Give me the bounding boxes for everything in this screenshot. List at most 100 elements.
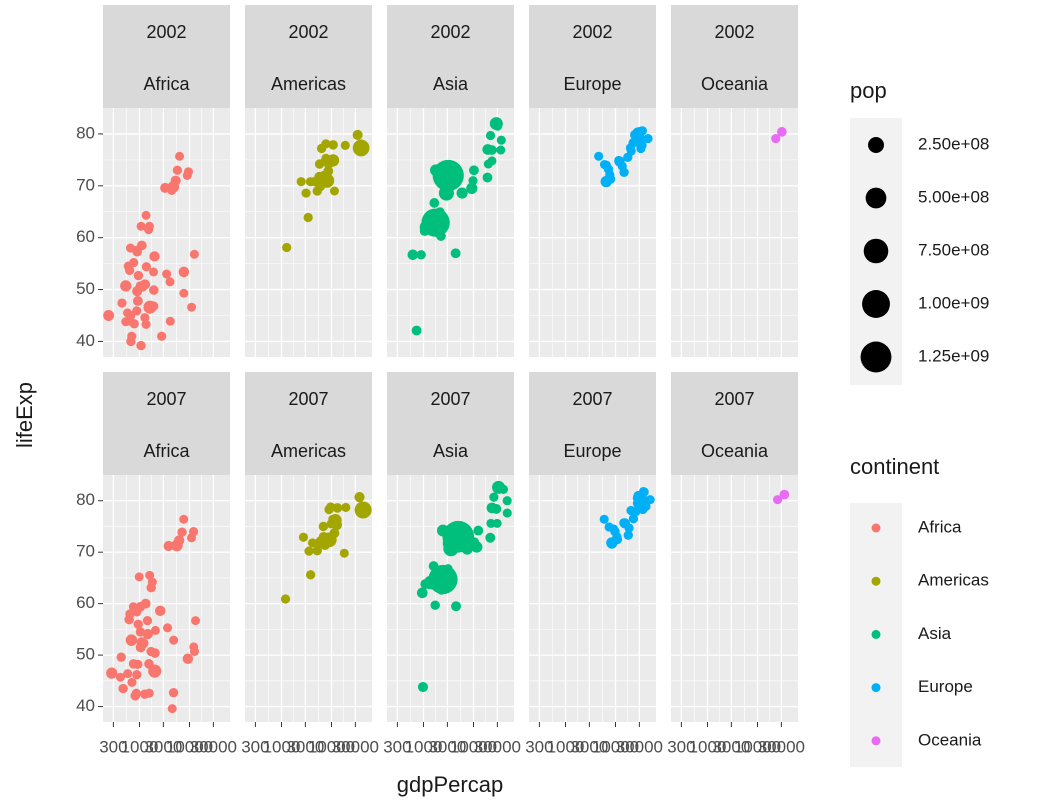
panel xyxy=(245,108,372,357)
point xyxy=(156,331,167,341)
point xyxy=(486,145,497,155)
size-legend-key xyxy=(860,341,892,373)
point xyxy=(326,502,336,512)
point xyxy=(492,121,503,131)
point xyxy=(773,495,783,505)
strip-year: 2002 xyxy=(572,22,612,42)
strip-continent: Asia xyxy=(433,74,469,94)
point xyxy=(120,280,132,292)
point xyxy=(117,298,127,308)
point xyxy=(174,535,185,546)
point xyxy=(125,609,135,619)
point xyxy=(498,484,509,495)
point xyxy=(304,546,314,556)
point xyxy=(429,198,440,208)
point xyxy=(182,170,192,180)
legend-label: Asia xyxy=(918,624,952,643)
point xyxy=(132,296,143,306)
point xyxy=(298,532,309,542)
strip-continent: Americas xyxy=(271,441,346,461)
point xyxy=(133,619,143,629)
point xyxy=(129,319,139,329)
point xyxy=(162,269,172,279)
x-tick-label: 30000 xyxy=(474,737,521,756)
point xyxy=(141,319,151,329)
point xyxy=(187,302,197,312)
point xyxy=(141,210,151,220)
x-tick-label: 30000 xyxy=(190,737,237,756)
point xyxy=(177,527,187,537)
point xyxy=(482,172,493,183)
point xyxy=(417,681,429,693)
strip xyxy=(671,5,798,108)
point xyxy=(167,704,177,714)
x-tick-label: 300 xyxy=(383,737,411,756)
x-tick-label: 1000 xyxy=(547,737,585,756)
point xyxy=(133,270,144,281)
x-tick-label: 30000 xyxy=(332,737,379,756)
point xyxy=(178,266,190,278)
point xyxy=(149,285,159,295)
point xyxy=(138,282,148,292)
point xyxy=(605,170,615,180)
point xyxy=(609,524,619,534)
x-tick-label: 300 xyxy=(241,737,269,756)
strip-continent: Africa xyxy=(143,441,190,461)
point xyxy=(502,496,512,506)
point xyxy=(466,182,478,195)
point xyxy=(280,594,291,604)
color-legend-title: continent xyxy=(850,454,939,479)
point xyxy=(416,587,428,599)
point xyxy=(313,177,323,187)
point xyxy=(339,548,349,558)
point xyxy=(150,625,160,635)
point xyxy=(135,627,146,637)
point xyxy=(125,634,138,646)
strip xyxy=(387,5,514,108)
point xyxy=(641,501,651,511)
point xyxy=(165,277,175,287)
strip-year: 2002 xyxy=(714,22,754,42)
point xyxy=(411,325,422,336)
point xyxy=(131,688,141,698)
x-tick-label: 10000 xyxy=(450,737,497,756)
x-tick-label: 10000 xyxy=(308,737,355,756)
y-tick-label: 70 xyxy=(76,175,95,194)
point xyxy=(128,602,138,612)
point xyxy=(148,301,159,311)
x-tick-label: 10000 xyxy=(166,737,213,756)
strip-year: 2002 xyxy=(146,22,186,42)
point xyxy=(144,688,154,698)
point xyxy=(623,530,633,540)
point xyxy=(340,140,350,150)
point xyxy=(165,316,175,326)
legend-label: Europe xyxy=(918,677,973,696)
point xyxy=(133,659,143,670)
point xyxy=(771,134,781,144)
point xyxy=(436,231,446,241)
strip-continent: Europe xyxy=(563,441,621,461)
strip-year: 2007 xyxy=(146,389,186,409)
point xyxy=(132,306,142,316)
point xyxy=(496,135,506,145)
x-tick-label: 3000 xyxy=(428,737,466,756)
point xyxy=(631,507,641,517)
y-tick-label: 80 xyxy=(76,490,95,509)
point xyxy=(170,175,181,186)
point xyxy=(332,503,343,513)
y-axis-title: lifeExp xyxy=(12,382,37,448)
size-legend-label: 2.50e+08 xyxy=(918,134,989,153)
point xyxy=(468,176,478,186)
point xyxy=(449,526,460,536)
strip-continent: Oceania xyxy=(701,441,769,461)
point xyxy=(496,145,506,155)
point xyxy=(328,140,338,150)
strip-continent: Americas xyxy=(271,74,346,94)
legend-key xyxy=(871,736,881,746)
point xyxy=(305,570,316,580)
strip-year: 2007 xyxy=(288,389,328,409)
point xyxy=(186,533,196,543)
point xyxy=(305,177,315,187)
x-tick-label: 1000 xyxy=(689,737,727,756)
size-legend-title: pop xyxy=(850,78,887,103)
